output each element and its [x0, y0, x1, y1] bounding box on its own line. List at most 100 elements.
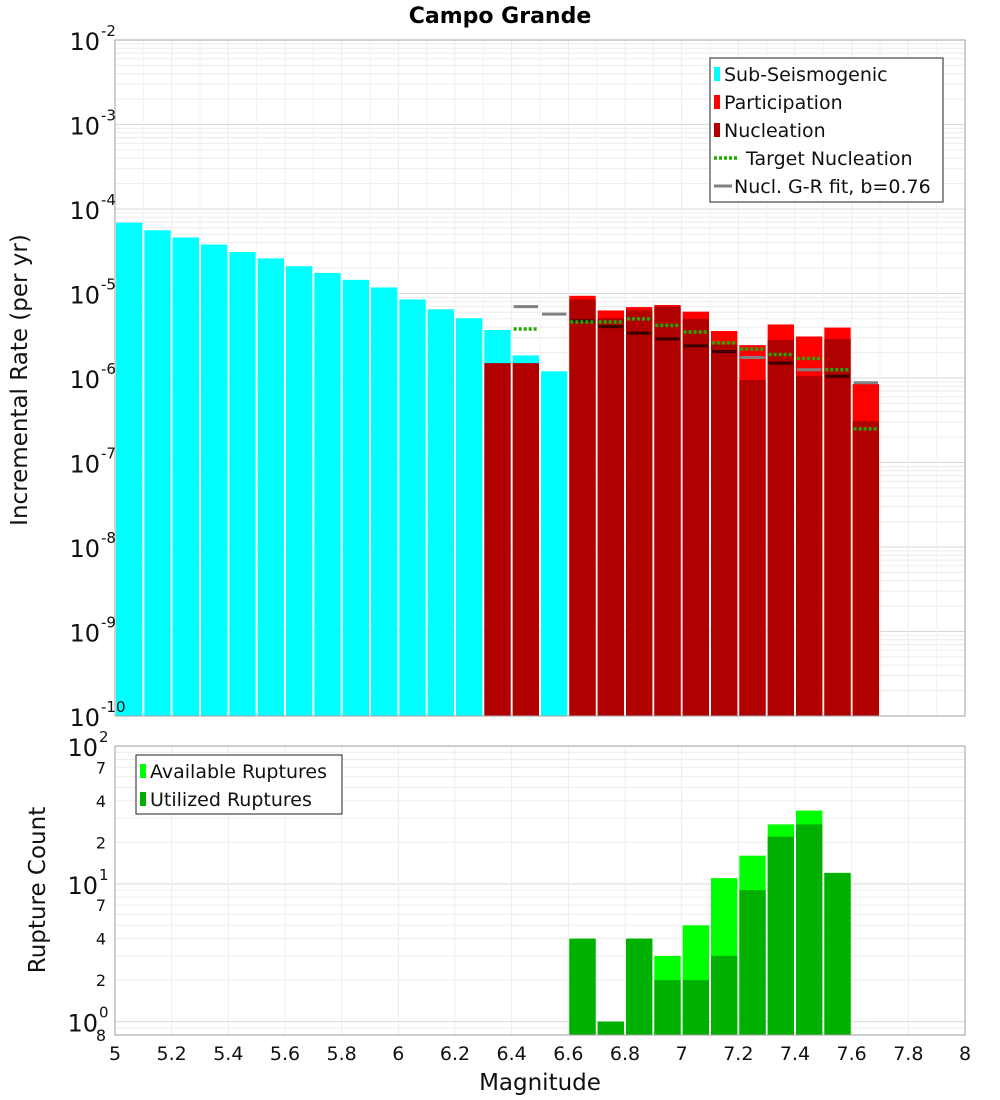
x-tick-label: 6.4	[497, 1043, 527, 1065]
x-tick-label: 7.6	[837, 1043, 867, 1065]
rate-y-tick-base: 10	[69, 113, 100, 141]
count-y-tick-minor: 8	[96, 1026, 106, 1045]
x-tick-label: 5	[109, 1043, 121, 1065]
count-plot-border	[114, 745, 966, 1036]
count-y-tick-base: 10	[67, 1010, 98, 1038]
count-y-tick-major: 10 1	[67, 866, 108, 900]
rate-y-tick: 10 -7	[69, 445, 116, 479]
count-legend: Available Ruptures Utilized Ruptures	[135, 754, 343, 815]
x-tick-label: 5.2	[157, 1043, 187, 1065]
rate-y-tick: 10 -10	[69, 698, 125, 732]
x-tick-label: 6.2	[440, 1043, 470, 1065]
count-y-tick-base: 10	[67, 872, 98, 900]
count-y-tick-minor: 2	[96, 971, 106, 990]
x-tick-label: 6	[392, 1043, 404, 1065]
rate-y-tick-base: 10	[69, 620, 100, 648]
x-tick-label: 8	[959, 1043, 971, 1065]
count-y-axis-label: Rupture Count	[25, 807, 51, 973]
rate-legend-swatch	[714, 67, 720, 81]
nucleation-bar	[824, 338, 851, 716]
x-tick-label: 5.8	[327, 1043, 357, 1065]
rate-y-tick-base: 10	[69, 197, 100, 225]
rate-y-tick-exp: -5	[101, 276, 116, 294]
count-y-tick-minor: 7	[96, 896, 106, 915]
rate-legend-label: Nucleation	[724, 120, 826, 142]
rate-legend-label: Sub-Seismogenic	[724, 64, 888, 86]
x-tick-label: 6.8	[610, 1043, 640, 1065]
count-y-tick-major: 10 2	[67, 728, 108, 762]
rate-y-tick-exp: -10	[101, 698, 126, 716]
sub-seismogenic-bar	[541, 371, 568, 716]
rate-y-tick: 10 -6	[69, 360, 116, 394]
nucleation-bar	[626, 310, 653, 716]
rate-y-tick-exp: -3	[101, 107, 116, 125]
rate-y-tick: 10 -8	[69, 529, 116, 563]
count-y-tick-minor: 4	[96, 792, 106, 811]
sub-seismogenic-bar	[314, 272, 341, 716]
x-ticks: 5 5.2 5.4 5.6 5.8 6 6.2 6.4 6.6 6.8 7 7.2 7.4 7.6 7.8 8	[109, 1043, 971, 1065]
count-y-tick-minor: 2	[96, 833, 106, 852]
utilized-ruptures-bar	[626, 938, 653, 1035]
nucleation-bar	[852, 420, 879, 716]
nucleation-bar	[682, 318, 709, 716]
sub-seismogenic-bar	[229, 251, 256, 717]
rate-y-tick-exp: -9	[101, 614, 116, 632]
utilized-ruptures-bar	[569, 938, 596, 1035]
rate-legend-label: Target Nucleation	[745, 148, 913, 170]
utilized-ruptures-bar	[682, 980, 709, 1035]
sub-seismogenic-bar	[427, 309, 454, 716]
rate-y-axis-label: Incremental Rate (per yr)	[7, 234, 33, 526]
rate-bars	[116, 222, 879, 717]
rate-y-tick-base: 10	[69, 535, 100, 563]
x-tick-label: 5.4	[213, 1043, 243, 1065]
sub-seismogenic-bar	[257, 258, 284, 716]
count-bars	[569, 810, 851, 1035]
count-y-tick-minor: 7	[96, 758, 106, 777]
count-legend-box	[135, 754, 343, 815]
count-y-tick-minor: 4	[96, 930, 106, 949]
rate-legend: Sub-Seismogenic Participation Nucleation Ta…	[709, 57, 944, 203]
utilized-ruptures-bar	[711, 955, 738, 1035]
x-axis-label: Magnitude	[479, 1070, 601, 1096]
rate-y-tick: 10 -3	[69, 107, 116, 141]
count-y-tick-base: 10	[67, 734, 98, 762]
nucleation-bar	[512, 363, 539, 716]
nucleation-bar	[654, 306, 681, 716]
rate-legend-item: Nucl. G-R fit, b=0.76	[714, 176, 931, 198]
nucleation-bar	[711, 344, 738, 716]
utilized-ruptures-bar	[796, 824, 823, 1035]
count-legend-swatch	[140, 792, 146, 806]
sub-seismogenic-bar	[342, 279, 369, 716]
rate-y-tick-exp: -8	[101, 529, 116, 547]
x-tick-label: 7.4	[780, 1043, 810, 1065]
rate-legend-swatch	[714, 123, 720, 137]
nucleation-bar	[739, 379, 766, 716]
rate-legend-label: Participation	[724, 92, 843, 114]
x-tick-label: 6.6	[553, 1043, 583, 1065]
nucleation-bar	[597, 318, 624, 716]
rate-y-tick-base: 10	[69, 704, 100, 732]
sub-seismogenic-bar	[172, 237, 199, 717]
nucleation-bar	[484, 363, 511, 716]
nucleation-bar	[796, 376, 823, 716]
count-y-tick-major: 10 0	[67, 1004, 108, 1038]
rate-legend-item: Target Nucleation	[714, 148, 913, 170]
utilized-ruptures-bar	[654, 980, 681, 1035]
nucleation-bar	[569, 299, 596, 716]
rate-legend-swatch	[714, 95, 720, 109]
rate-legend-item: Participation	[714, 92, 843, 114]
rate-y-tick-base: 10	[69, 282, 100, 310]
utilized-ruptures-bar	[824, 872, 851, 1035]
rate-y-tick: 10 -5	[69, 276, 116, 310]
x-tick-label: 7.2	[723, 1043, 753, 1065]
count-legend-swatch	[140, 764, 146, 778]
nucleation-bar	[767, 340, 794, 716]
utilized-ruptures-bar	[767, 836, 794, 1035]
x-tick-label: 7.8	[893, 1043, 923, 1065]
rate-legend-box	[709, 57, 944, 203]
rate-y-tick-base: 10	[69, 451, 100, 479]
rate-lines	[513, 305, 878, 431]
